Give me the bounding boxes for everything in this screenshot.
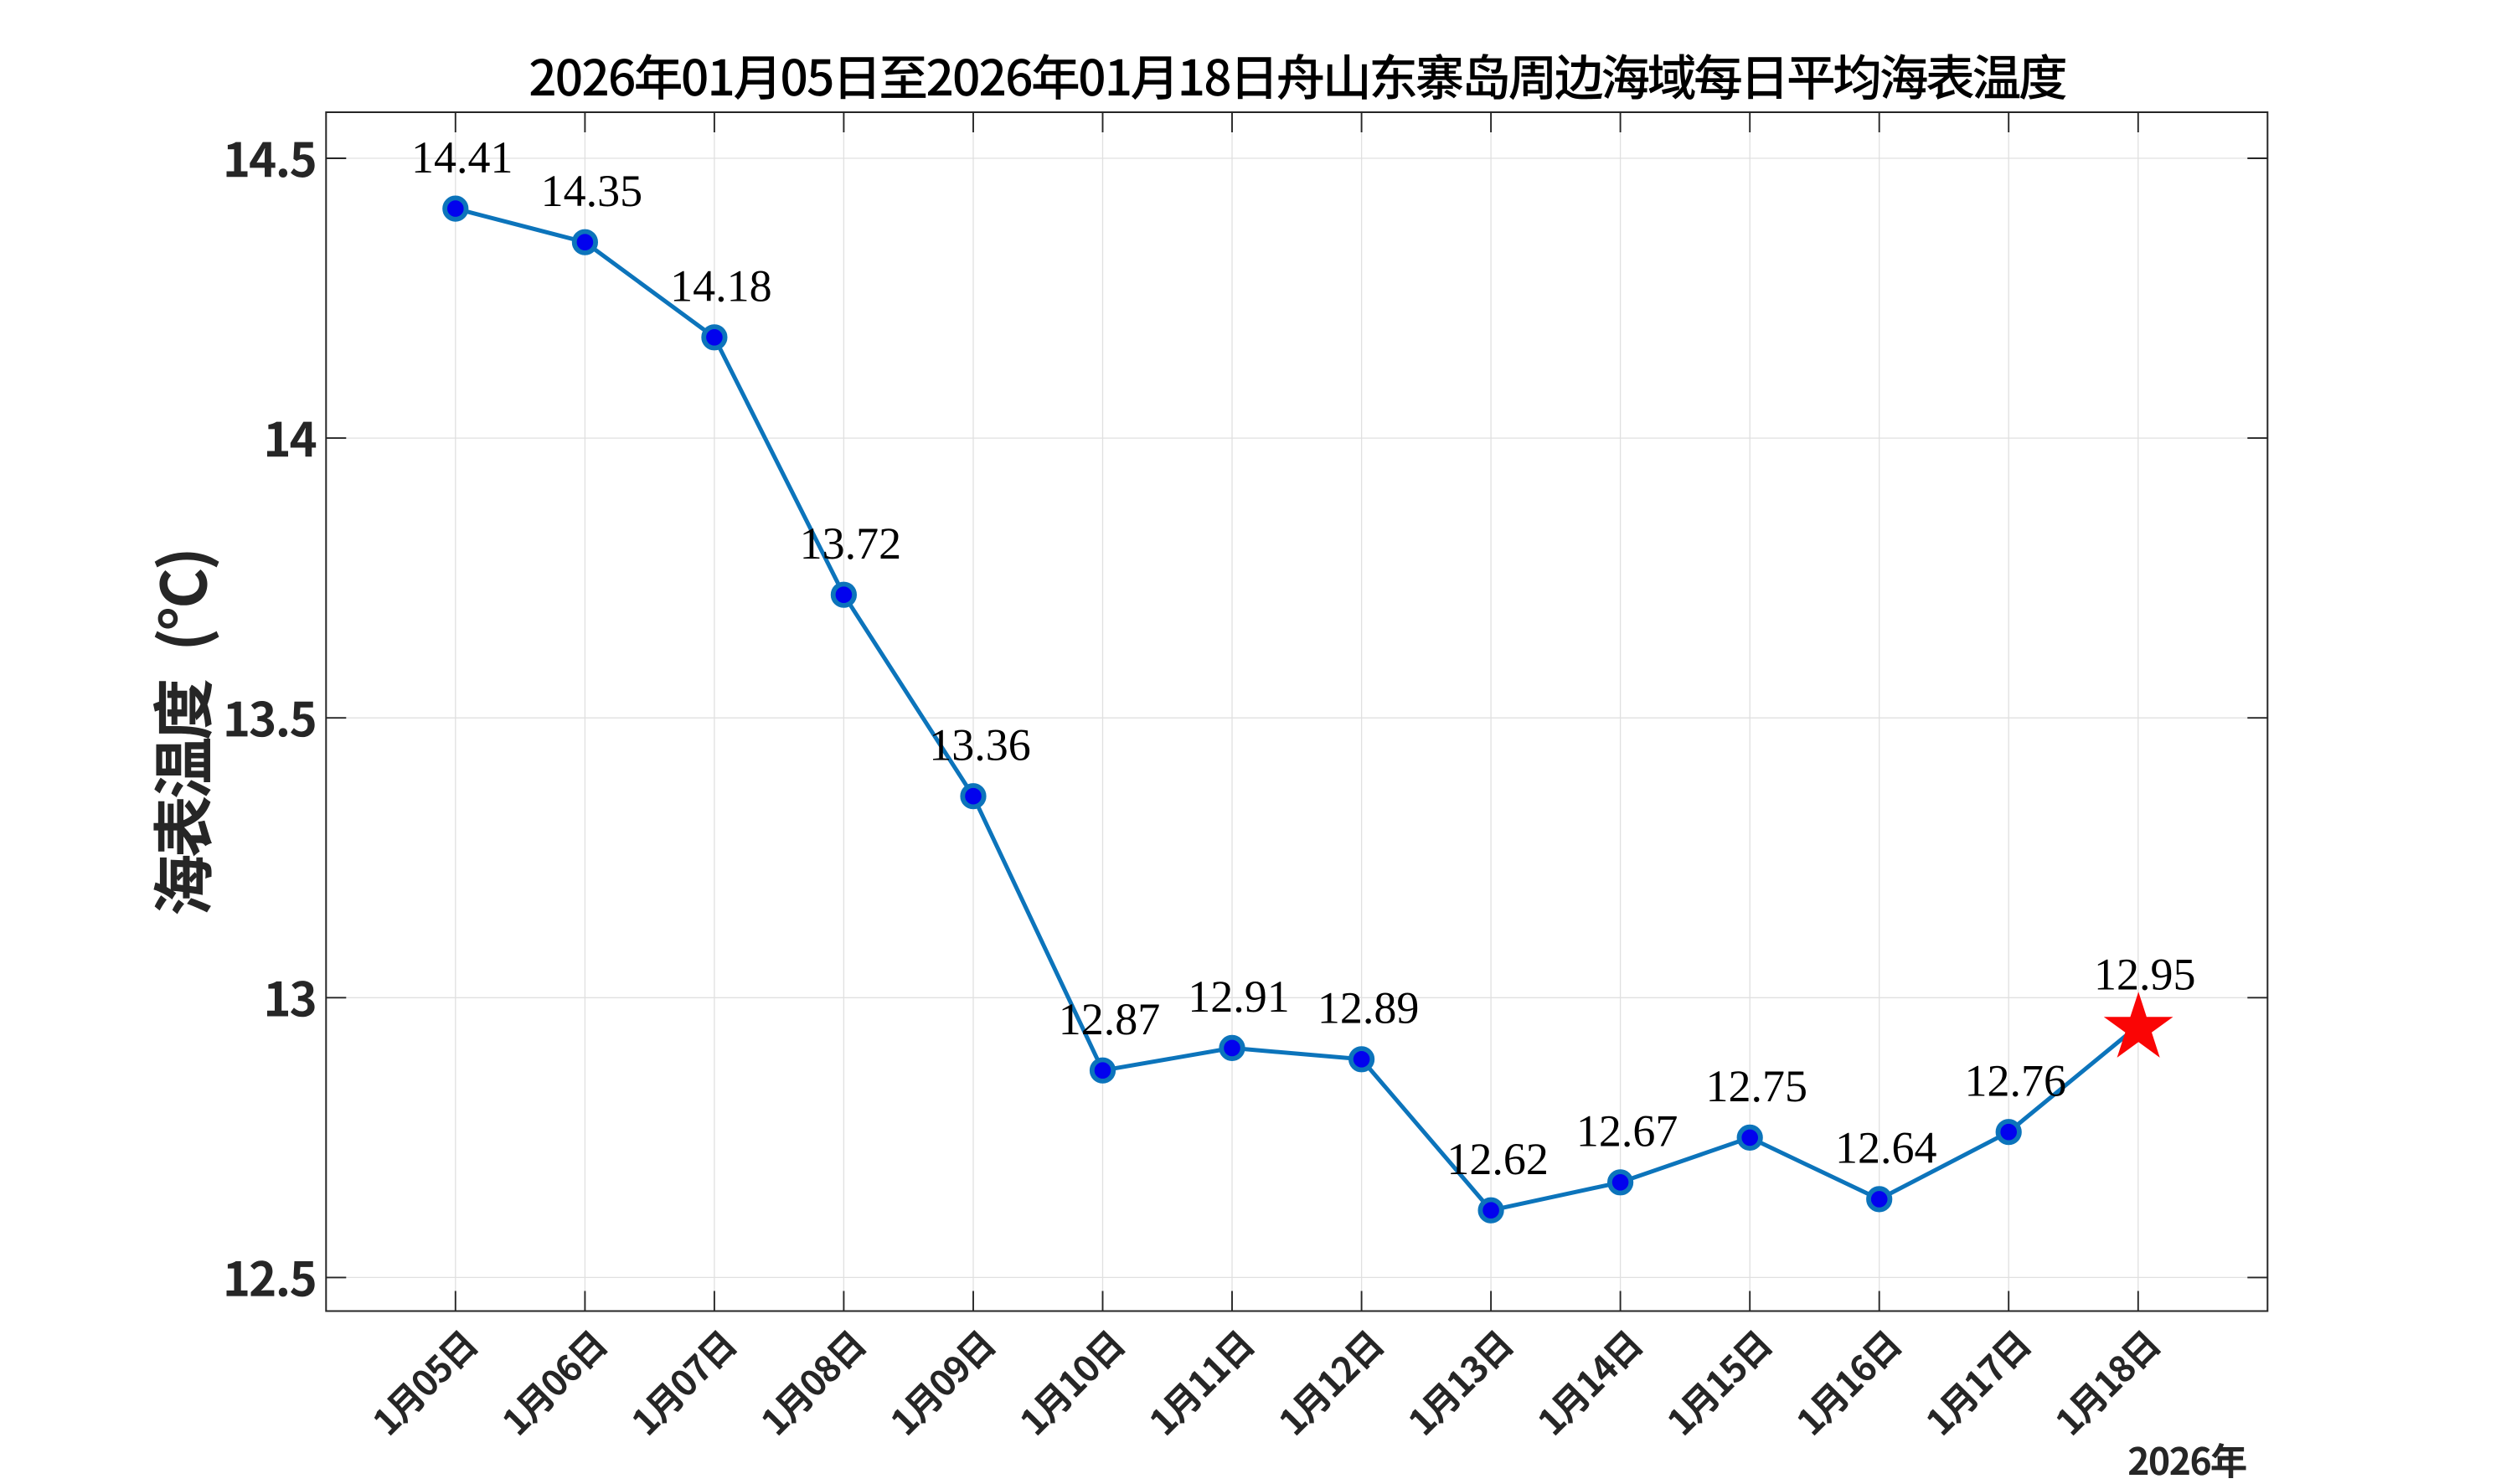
svg-text:12.87: 12.87 <box>1059 994 1161 1044</box>
svg-text:12.75: 12.75 <box>1705 1061 1807 1111</box>
svg-text:13.36: 13.36 <box>929 720 1031 770</box>
svg-text:14.18: 14.18 <box>670 261 772 312</box>
svg-text:12.67: 12.67 <box>1576 1106 1678 1157</box>
svg-text:12.91: 12.91 <box>1188 971 1290 1022</box>
svg-text:12.95: 12.95 <box>2094 950 2196 1000</box>
svg-text:14.35: 14.35 <box>541 166 643 216</box>
svg-text:12.76: 12.76 <box>1964 1056 2066 1106</box>
svg-text:13.72: 13.72 <box>800 518 902 569</box>
svg-text:12.64: 12.64 <box>1835 1123 1937 1173</box>
svg-text:12.62: 12.62 <box>1446 1134 1549 1184</box>
svg-text:14.41: 14.41 <box>411 132 513 183</box>
svg-text:12.89: 12.89 <box>1317 983 1420 1033</box>
